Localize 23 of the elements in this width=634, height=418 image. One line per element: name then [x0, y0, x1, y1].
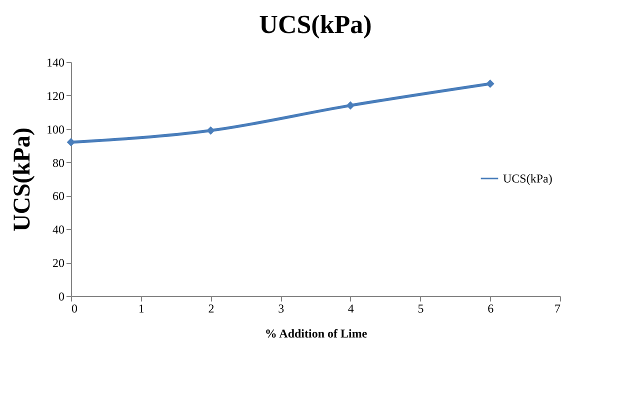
y-axis-title: UCS(kPa) [10, 127, 36, 232]
x-tick-label: 3 [278, 302, 284, 316]
y-tick-label: 80 [52, 156, 64, 170]
point [206, 126, 215, 135]
x-tick-label: 2 [208, 302, 214, 316]
point [346, 101, 355, 110]
legend-label: UCS(kPa) [503, 172, 552, 186]
x-tick-label: 4 [348, 302, 354, 316]
y-tick-label: 0 [58, 290, 64, 304]
y-tick-label: 100 [46, 122, 64, 136]
y-tick-label: 60 [52, 189, 64, 204]
x-tick-label: 5 [418, 302, 424, 316]
chart-title: UCS(kPa) [259, 10, 372, 39]
y-tick-label: 20 [52, 256, 64, 270]
x-tick-label: 1 [138, 302, 144, 316]
y-tick-label: 120 [46, 88, 64, 103]
x-tick-label: 0 [72, 302, 78, 316]
point [486, 80, 494, 88]
x-tick-label: 6 [488, 302, 494, 316]
y-tick-label: 140 [46, 56, 64, 70]
x-tick-label: 7 [554, 302, 560, 316]
y-tick-label: 40 [52, 222, 64, 237]
x-axis-title: % Addition of Lime [264, 326, 368, 340]
